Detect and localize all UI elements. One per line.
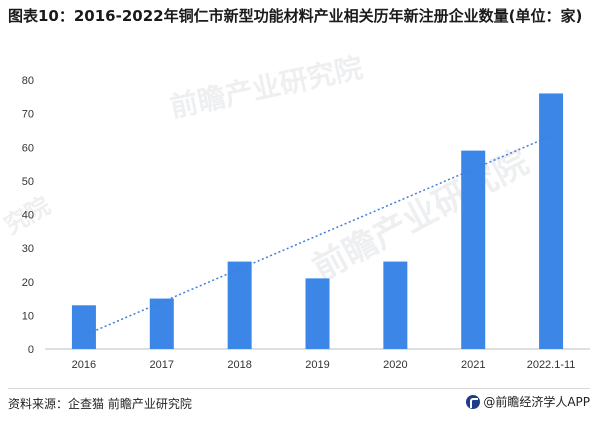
bar xyxy=(383,261,408,349)
bar xyxy=(305,278,330,349)
x-tick-label: 2016 xyxy=(72,359,96,371)
x-tick-label: 2019 xyxy=(305,359,329,371)
bar xyxy=(149,298,174,349)
x-tick-label: 2021 xyxy=(461,359,485,371)
x-axis-ticks: 2016 2017 2018 2019 2020 2021 2022.1-11 xyxy=(72,359,576,371)
y-tick-label: 80 xyxy=(22,75,34,87)
y-axis-ticks: 0 10 20 30 40 50 60 70 80 xyxy=(22,75,34,356)
bar xyxy=(461,150,486,349)
y-tick-label: 30 xyxy=(22,243,34,255)
y-tick-label: 60 xyxy=(22,142,34,154)
footer-divider xyxy=(8,388,590,389)
bars-group xyxy=(71,93,564,349)
brand-credit: @前瞻经济学人APP xyxy=(466,393,590,410)
y-tick-label: 20 xyxy=(22,277,34,289)
x-tick-label: 2018 xyxy=(227,359,251,371)
y-tick-label: 70 xyxy=(22,109,34,121)
x-tick-label: 2017 xyxy=(150,359,174,371)
source-note: 资料来源：企查猫 前瞻产业研究院 xyxy=(8,397,192,411)
x-tick-label: 2020 xyxy=(383,359,407,371)
footer: 资料来源：企查猫 前瞻产业研究院 @前瞻经济学人APP xyxy=(0,388,598,418)
y-tick-label: 50 xyxy=(22,176,34,188)
y-tick-label: 10 xyxy=(22,310,34,322)
trend-line xyxy=(83,135,552,337)
brand-logo-icon xyxy=(466,394,481,409)
chart-title: 图表10：2016-2022年铜仁市新型功能材料产业相关历年新注册企业数量(单位… xyxy=(8,7,583,25)
y-tick-label: 0 xyxy=(28,344,34,356)
bar xyxy=(71,305,96,349)
brand-label: @前瞻经济学人APP xyxy=(483,395,590,409)
bar xyxy=(227,261,252,349)
y-tick-label: 40 xyxy=(22,210,34,222)
x-tick-label: 2022.1-11 xyxy=(527,359,576,371)
bar xyxy=(539,93,564,349)
